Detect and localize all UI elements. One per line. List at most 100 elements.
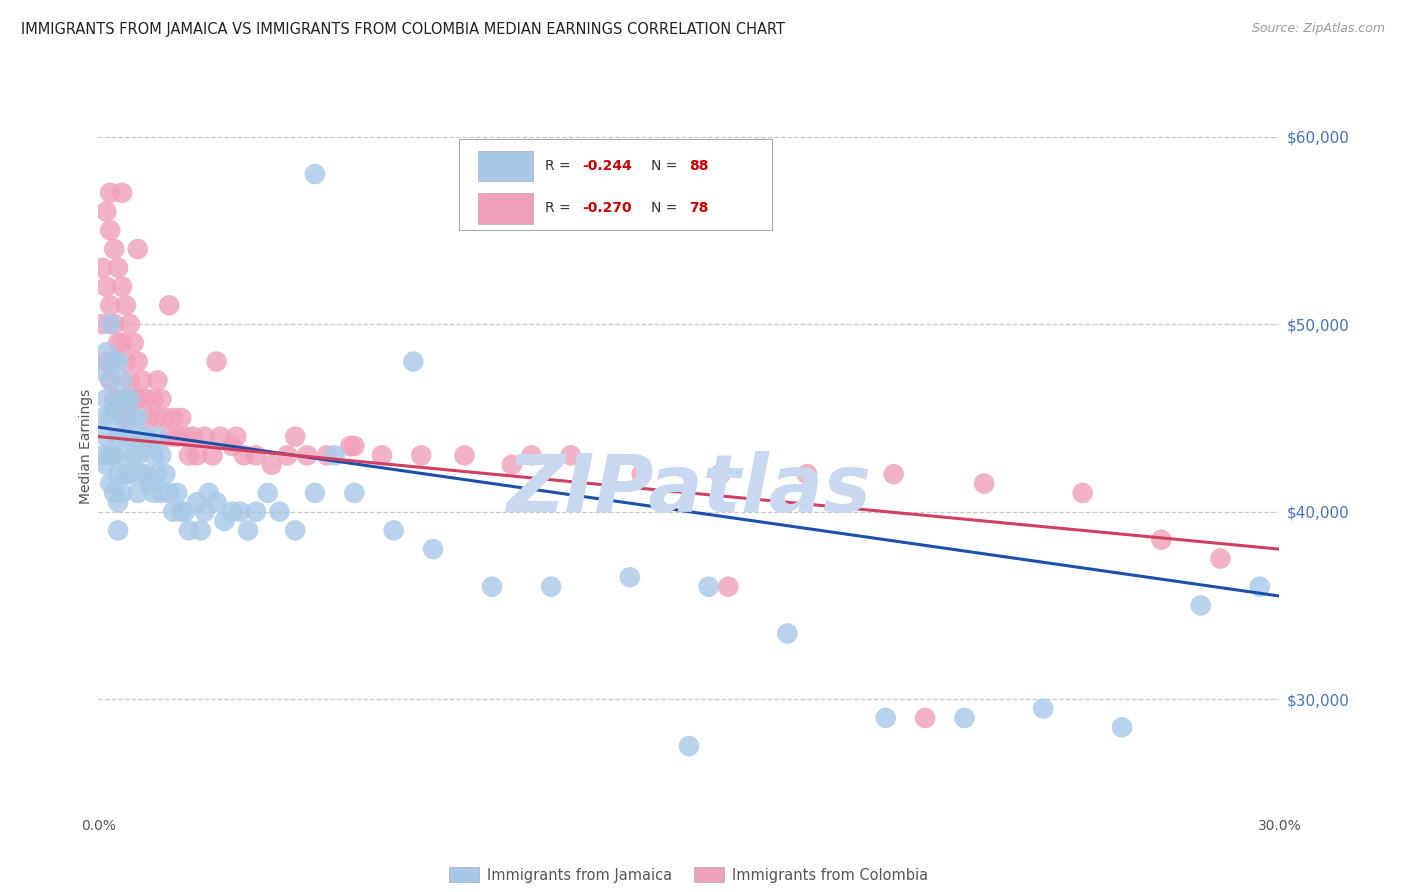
Point xyxy=(91,364,114,378)
Point xyxy=(131,467,153,482)
Point xyxy=(973,476,995,491)
Point xyxy=(96,204,118,219)
Point xyxy=(1209,551,1232,566)
Point xyxy=(91,410,114,425)
Point xyxy=(98,410,121,425)
Point xyxy=(236,524,259,538)
Point xyxy=(630,467,652,482)
Point xyxy=(107,392,129,406)
FancyBboxPatch shape xyxy=(478,151,533,181)
Point xyxy=(1111,720,1133,734)
Point xyxy=(127,449,149,463)
Text: R =: R = xyxy=(546,201,575,215)
Point xyxy=(245,449,267,463)
Point xyxy=(98,298,121,312)
FancyBboxPatch shape xyxy=(478,193,533,224)
Point xyxy=(371,449,394,463)
Point xyxy=(122,410,145,425)
Point xyxy=(115,298,138,312)
Point xyxy=(127,410,149,425)
Point xyxy=(343,486,366,500)
Point xyxy=(118,317,141,331)
Point xyxy=(260,458,283,472)
Point xyxy=(107,429,129,443)
Point xyxy=(122,449,145,463)
Point xyxy=(127,242,149,256)
Point xyxy=(162,505,184,519)
Point xyxy=(323,449,346,463)
Point xyxy=(127,486,149,500)
Point xyxy=(162,410,184,425)
Point xyxy=(1071,486,1094,500)
Point xyxy=(103,486,125,500)
Point xyxy=(501,458,523,472)
Point xyxy=(194,429,217,443)
Point xyxy=(107,524,129,538)
Y-axis label: Median Earnings: Median Earnings xyxy=(79,388,93,504)
Point xyxy=(304,486,326,500)
Point xyxy=(209,429,232,443)
Point xyxy=(221,505,243,519)
FancyBboxPatch shape xyxy=(458,139,772,230)
Point xyxy=(96,354,118,368)
Point xyxy=(914,711,936,725)
Point xyxy=(233,449,256,463)
Point xyxy=(138,476,160,491)
Point xyxy=(339,439,361,453)
Point xyxy=(256,486,278,500)
Text: R =: R = xyxy=(546,159,575,173)
Text: 88: 88 xyxy=(689,159,709,173)
Point xyxy=(150,486,173,500)
Point xyxy=(107,467,129,482)
Point xyxy=(186,495,208,509)
Point xyxy=(776,626,799,640)
Point xyxy=(295,449,318,463)
Point xyxy=(111,186,134,200)
Point xyxy=(91,317,114,331)
Point xyxy=(177,524,200,538)
Point xyxy=(1150,533,1173,547)
Point xyxy=(122,335,145,350)
Point xyxy=(1189,599,1212,613)
Point xyxy=(194,505,217,519)
Point xyxy=(122,392,145,406)
Point xyxy=(142,392,165,406)
Point xyxy=(142,486,165,500)
Text: ZIPatlas: ZIPatlas xyxy=(506,450,872,529)
Point xyxy=(96,392,118,406)
Text: IMMIGRANTS FROM JAMAICA VS IMMIGRANTS FROM COLOMBIA MEDIAN EARNINGS CORRELATION : IMMIGRANTS FROM JAMAICA VS IMMIGRANTS FR… xyxy=(21,22,785,37)
Point xyxy=(177,449,200,463)
Point xyxy=(98,223,121,237)
Point xyxy=(225,429,247,443)
Point xyxy=(453,449,475,463)
Point xyxy=(269,505,291,519)
Point xyxy=(127,392,149,406)
Point xyxy=(96,458,118,472)
Point xyxy=(197,486,219,500)
Point xyxy=(181,429,204,443)
Point xyxy=(98,373,121,387)
Point xyxy=(520,449,543,463)
Point xyxy=(717,580,740,594)
Point xyxy=(166,486,188,500)
Point xyxy=(103,317,125,331)
Point xyxy=(205,354,228,368)
Point xyxy=(214,514,236,528)
Text: N =: N = xyxy=(651,159,682,173)
Point xyxy=(953,711,976,725)
Point xyxy=(883,467,905,482)
Point xyxy=(107,335,129,350)
Point xyxy=(96,345,118,359)
Point xyxy=(111,373,134,387)
Point xyxy=(382,524,405,538)
Point xyxy=(118,467,141,482)
Point xyxy=(560,449,582,463)
Point xyxy=(245,505,267,519)
Point xyxy=(111,279,134,293)
Point xyxy=(709,467,731,482)
Point xyxy=(150,449,173,463)
Point xyxy=(115,429,138,443)
Point xyxy=(1032,701,1054,715)
Point xyxy=(229,505,252,519)
Point xyxy=(91,449,114,463)
